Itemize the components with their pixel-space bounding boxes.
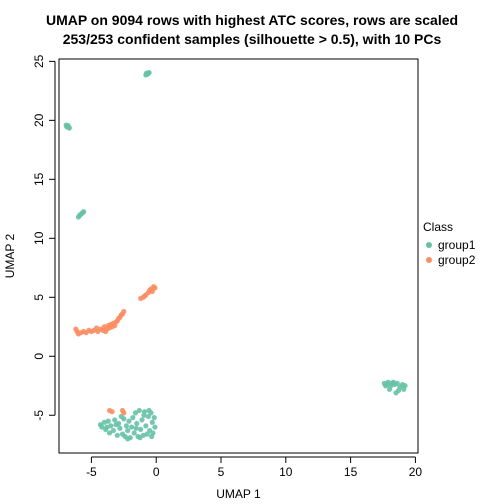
x-tick-label-3: 10 [279, 465, 293, 479]
point-group1-25 [110, 427, 117, 434]
plot-area-frame [58, 58, 419, 454]
y-axis-label: UMAP 2 [3, 233, 17, 278]
x-tick-label-1: 0 [153, 465, 160, 479]
data-points-layer [63, 69, 408, 442]
y-tick-label-0: -5 [32, 410, 46, 421]
point-group1-65 [141, 412, 147, 418]
x-axis-label: UMAP 1 [216, 487, 261, 501]
point-group1-64 [133, 425, 139, 431]
x-tick-label-4: 15 [344, 465, 358, 479]
point-group2-40 [109, 409, 115, 415]
y-tick-label-4: 15 [32, 172, 46, 186]
point-group1-37 [128, 424, 135, 430]
point-group1-22 [105, 418, 111, 424]
point-group1-34 [125, 427, 131, 434]
point-group1-63 [125, 436, 131, 442]
point-group1-33 [123, 423, 129, 429]
y-tick-label-3: 10 [32, 231, 46, 245]
point-group2-38 [149, 288, 155, 294]
point-group1-57 [149, 433, 155, 440]
x-tick-label-5: 20 [409, 465, 423, 479]
point-group1-56 [152, 424, 158, 430]
point-group1-41 [134, 420, 140, 427]
point-group1-26 [112, 417, 118, 423]
legend-label-group1: group1 [438, 238, 476, 252]
x-tick-label-2: 5 [218, 465, 225, 479]
point-group1-62 [104, 424, 110, 430]
point-group1-35 [126, 418, 132, 424]
legend-title: Class [423, 220, 453, 234]
point-group1-5 [145, 70, 152, 76]
point-group1-71 [386, 386, 393, 392]
legend-marker-group1 [426, 242, 432, 248]
point-group1-17 [80, 209, 86, 215]
point-group1-19 [99, 424, 105, 430]
chart-title: UMAP on 9094 rows with highest ATC score… [46, 12, 458, 28]
point-group2-37 [141, 293, 148, 299]
point-group1-45 [139, 417, 145, 423]
point-group1-61 [113, 422, 119, 428]
chart-subtitle: 253/253 confident samples (silhouette > … [63, 31, 442, 47]
point-group1-40 [132, 410, 139, 416]
y-axis: -5 0 5 10 15 20 25 [32, 54, 56, 421]
point-group2-42 [121, 410, 127, 416]
point-group1-44 [138, 426, 144, 433]
point-group1-53 [149, 419, 155, 425]
x-tick-label-0: -5 [86, 465, 97, 479]
x-axis: -5 0 5 10 15 20 [86, 456, 423, 479]
point-group1-80 [395, 387, 402, 394]
point-group1-55 [151, 415, 157, 421]
point-group1-27 [114, 432, 120, 438]
point-group1-11 [66, 125, 72, 131]
point-group1-78 [402, 383, 408, 389]
legend-marker-group2 [426, 257, 432, 263]
point-group1-59 [137, 435, 143, 441]
y-tick-label-1: 0 [32, 353, 46, 360]
point-group1-81 [383, 383, 389, 389]
point-group1-39 [131, 430, 137, 436]
y-tick-label-6: 25 [32, 54, 46, 68]
y-tick-label-5: 20 [32, 113, 46, 127]
legend-label-group2: group2 [438, 253, 476, 267]
y-tick-label-2: 5 [32, 294, 46, 301]
point-group1-79 [390, 379, 396, 385]
point-group2-28 [121, 308, 127, 315]
point-group1-48 [143, 423, 149, 429]
point-group1-38 [130, 415, 136, 421]
point-group1-58 [146, 407, 152, 414]
point-group1-29 [117, 425, 123, 431]
point-group1-23 [106, 430, 113, 436]
point-group1-43 [136, 407, 142, 414]
